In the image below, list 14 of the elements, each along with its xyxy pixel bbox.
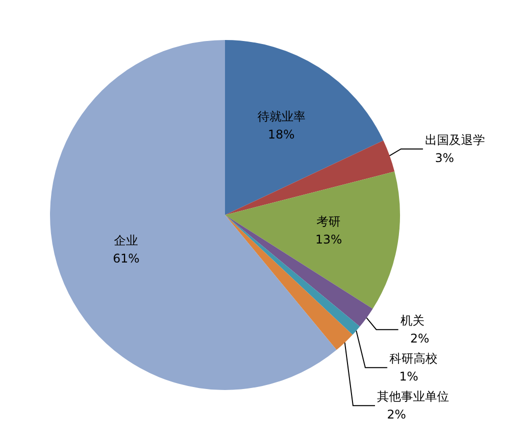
data-label: 3%	[434, 151, 454, 166]
slice-label: 企业	[114, 234, 138, 248]
data-label: 61%	[112, 252, 140, 266]
slice-label: 待就业率	[257, 109, 306, 124]
data-label: 2%	[387, 408, 406, 421]
slice-label: 机关	[400, 314, 424, 328]
slice-label: 科研高校	[389, 352, 438, 366]
slice-label: 出国及退学	[424, 133, 485, 148]
slice-label: 考研	[316, 214, 341, 229]
data-label: 2%	[410, 332, 430, 346]
slice-label: 其他事业单位	[377, 390, 450, 404]
data-label: 1%	[399, 370, 418, 384]
data-label: 13%	[315, 232, 342, 247]
data-label: 18%	[268, 127, 295, 142]
